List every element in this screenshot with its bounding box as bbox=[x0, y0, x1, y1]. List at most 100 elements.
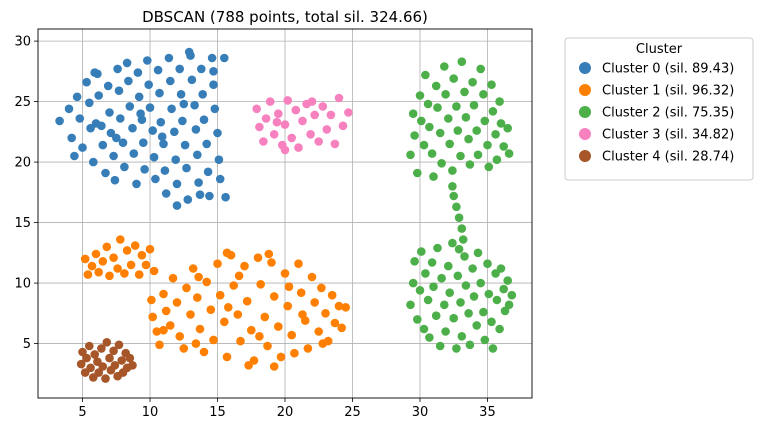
cluster-0-point bbox=[120, 162, 129, 172]
cluster-3-point bbox=[259, 137, 268, 146]
cluster-2-point bbox=[410, 257, 419, 266]
cluster-0-point bbox=[133, 68, 143, 77]
cluster-2-point bbox=[457, 332, 467, 341]
cluster-0-point bbox=[67, 133, 76, 143]
cluster-4-point bbox=[78, 347, 87, 357]
cluster-2-point bbox=[456, 298, 465, 307]
cluster-2-point bbox=[431, 311, 441, 321]
cluster-1-point bbox=[83, 270, 93, 279]
chart-title: DBSCAN (788 points, total sil. 324.66) bbox=[142, 8, 428, 26]
cluster-1-point bbox=[159, 325, 168, 335]
cluster-2-point bbox=[460, 87, 469, 97]
x-tick-label: 20 bbox=[277, 405, 294, 420]
cluster-2-point bbox=[495, 97, 504, 106]
cluster-1-point bbox=[179, 344, 189, 353]
cluster-1-point bbox=[314, 327, 324, 336]
cluster-3-point bbox=[334, 93, 344, 103]
cluster-2-point bbox=[441, 327, 450, 336]
cluster-1-point bbox=[105, 271, 114, 281]
cluster-1-point bbox=[149, 266, 159, 276]
cluster-0-point bbox=[85, 98, 94, 108]
cluster-2-point bbox=[433, 243, 442, 253]
cluster-2-point bbox=[445, 139, 455, 149]
cluster-3-point bbox=[307, 97, 317, 106]
cluster-2-point bbox=[406, 300, 415, 310]
cluster-1-point bbox=[194, 272, 203, 282]
cluster-4-point bbox=[97, 344, 106, 353]
cluster-2-point bbox=[457, 224, 467, 233]
cluster-0-point bbox=[194, 178, 203, 187]
cluster-1-point bbox=[202, 277, 211, 287]
cluster-2-point bbox=[476, 278, 486, 288]
cluster-0-point bbox=[198, 90, 207, 99]
cluster-0-point bbox=[143, 56, 152, 65]
cluster-2-point bbox=[449, 191, 459, 201]
cluster-0-point bbox=[114, 86, 124, 95]
cluster-0-point bbox=[109, 151, 118, 161]
cluster-2-point bbox=[415, 91, 425, 100]
cluster-0-point bbox=[72, 92, 82, 102]
cluster-2-point bbox=[415, 286, 425, 295]
cluster-2-point bbox=[413, 168, 422, 178]
cluster-0-point bbox=[140, 165, 149, 174]
cluster-1-point bbox=[283, 301, 293, 311]
cluster-2-point bbox=[448, 182, 457, 191]
cluster-0-point bbox=[215, 174, 225, 184]
cluster-2-point bbox=[473, 248, 483, 258]
cluster-1-point bbox=[287, 330, 297, 340]
cluster-2-point bbox=[500, 306, 510, 316]
cluster-2-point bbox=[445, 288, 455, 298]
cluster-1-point bbox=[317, 283, 326, 293]
cluster-2-point bbox=[435, 128, 445, 138]
cluster-1-point bbox=[182, 283, 191, 293]
cluster-2-point bbox=[491, 130, 500, 139]
legend-box bbox=[564, 37, 754, 181]
cluster-0-point bbox=[164, 53, 174, 63]
legend-label-cluster-4: Cluster 4 (sil. 28.74) bbox=[602, 150, 734, 165]
cluster-1-point bbox=[172, 298, 182, 307]
cluster-2-point bbox=[423, 295, 433, 305]
cluster-1-point bbox=[134, 270, 144, 279]
cluster-2-point bbox=[406, 150, 415, 160]
cluster-3-point bbox=[255, 122, 264, 132]
cluster-2-point bbox=[453, 126, 463, 135]
cluster-2-point bbox=[449, 313, 459, 323]
cluster-4-point bbox=[117, 356, 126, 365]
cluster-3-point bbox=[252, 104, 261, 114]
cluster-0-point bbox=[128, 123, 137, 133]
cluster-0-point bbox=[175, 64, 184, 74]
cluster-2-point bbox=[410, 131, 419, 140]
cluster-3-point bbox=[326, 110, 336, 120]
cluster-0-point bbox=[105, 108, 114, 117]
cluster-1-point bbox=[148, 312, 157, 322]
cluster-1-point bbox=[229, 281, 238, 290]
y-tick-label: 10 bbox=[14, 277, 31, 292]
cluster-0-point bbox=[197, 64, 206, 74]
cluster-1-point bbox=[256, 280, 266, 289]
cluster-0-point bbox=[157, 132, 167, 141]
cluster-4-point bbox=[110, 361, 120, 370]
cluster-0-point bbox=[132, 179, 141, 189]
cluster-1-point bbox=[337, 323, 347, 333]
cluster-3-point bbox=[265, 97, 275, 106]
cluster-1-point bbox=[334, 301, 344, 311]
cluster-0-point bbox=[221, 192, 230, 202]
y-tick-label: 30 bbox=[14, 35, 31, 50]
cluster-2-point bbox=[449, 74, 459, 83]
cluster-2-point bbox=[465, 340, 475, 350]
cluster-3-point bbox=[287, 133, 297, 143]
cluster-4-point bbox=[85, 341, 94, 351]
cluster-2-point bbox=[479, 307, 488, 317]
cluster-3-point bbox=[280, 120, 290, 129]
x-tick-label: 15 bbox=[209, 405, 226, 420]
cluster-1-point bbox=[145, 244, 155, 254]
cluster-1-point bbox=[109, 253, 118, 262]
legend-label-cluster-1: Cluster 1 (sil. 96.32) bbox=[602, 84, 734, 99]
x-tick-label: 5 bbox=[78, 405, 86, 420]
cluster-2-point bbox=[452, 202, 461, 212]
cluster-3-point bbox=[338, 121, 348, 131]
cluster-0-point bbox=[190, 100, 199, 110]
cluster-3-point bbox=[274, 109, 283, 118]
cluster-2-point bbox=[435, 341, 445, 351]
cluster-2-point bbox=[507, 290, 517, 300]
